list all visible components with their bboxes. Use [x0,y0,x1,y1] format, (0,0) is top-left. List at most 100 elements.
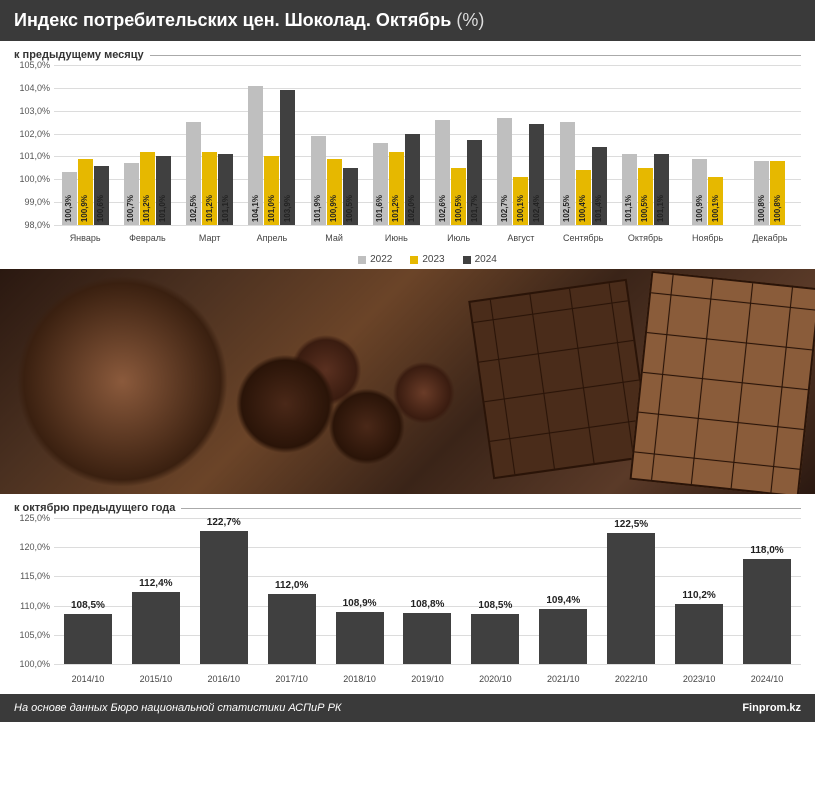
bar-value-label: 100,9% [80,195,89,222]
legend-swatch [358,256,366,264]
bar-value-label: 100,9% [695,195,704,222]
bar-value-label: 118,0% [750,545,783,556]
month-group: 100,7% 101,2%101,0% [116,65,178,225]
bar-2022: 102,6% [435,120,450,225]
bar-value-label: 100,8% [757,195,766,222]
bar-2023: 100,5% [638,168,653,225]
annual-chart: 100,0%105,0%110,0%115,0%120,0%125,0%108,… [54,518,801,690]
year-group: 109,4% [529,518,597,664]
annual-bar: 118,0% [743,559,791,664]
bar-value-label: 101,1% [221,195,230,222]
x-axis-label: Декабрь [739,233,801,243]
bar-2022: 101,1% [622,154,637,225]
bar-value-label: 101,2% [205,195,214,222]
annual-bar: 122,5% [607,533,655,664]
bar-value-label: 102,5% [562,195,571,222]
bar-value-label: 100,9% [329,195,338,222]
bar-value-label: 101,4% [594,195,603,222]
bar-2022: 100,9% [692,159,707,225]
y-axis-label: 99,0% [14,197,50,207]
x-axis-label: 2015/10 [122,674,190,684]
bar-2023: 100,1% [513,177,528,225]
grid-line [54,225,801,226]
bar-value-label: 103,9% [283,195,292,222]
x-axis-label: Январь [54,233,116,243]
month-group: 102,5%100,4%101,4% [552,65,614,225]
bar-2023: 100,1% [708,177,723,225]
month-group: 101,9% 100,9% 100,5% [303,65,365,225]
bar-2022: 100,7% [124,163,139,225]
x-axis-label: Июль [428,233,490,243]
x-axis-label: Июнь [365,233,427,243]
annual-bar: 109,4% [539,609,587,664]
monthly-chart: 98,0%99,0%100,0%101,0%102,0%103,0%104,0%… [54,65,801,265]
bar-2024: 101,1% [218,154,233,225]
bar-2024: 100,6% [94,166,109,225]
bar-2023: 101,2% [140,152,155,225]
bar-value-label: 108,8% [411,599,445,610]
divider [181,508,801,509]
bar-value-label: 108,5% [478,600,512,611]
month-group: 101,6%101,2%102,0% [365,65,427,225]
legend-swatch [410,256,418,264]
bar-2023: 100,8% [770,161,785,225]
bar-2024: 101,4% [592,147,607,225]
bar-value-label: 102,7% [500,195,509,222]
legend-label: 2022 [370,254,392,265]
month-group: 104,1%101,0%103,9% [241,65,303,225]
legend-label: 2023 [422,254,444,265]
year-group: 110,2% [665,518,733,664]
y-axis-label: 104,0% [14,83,50,93]
bar-value-label: 112,4% [139,578,172,589]
month-group: 100,9% 100,1% [677,65,739,225]
bar-value-label: 122,7% [207,517,241,528]
month-group: 101,1% 100,5% 101,1% [614,65,676,225]
bar-2024: 101,0% [156,156,171,225]
year-group: 108,5% [54,518,122,664]
bar-value-label: 101,1% [624,195,633,222]
bar-value-label: 108,5% [71,600,105,611]
y-axis-label: 110,0% [14,601,50,611]
bar-value-label: 109,4% [546,595,580,606]
bar-value-label: 100,5% [454,195,463,222]
bar-2022: 104,1% [248,86,263,225]
grid-line [54,664,801,665]
x-axis-label: Февраль [116,233,178,243]
bar-2024: 100,5% [343,168,358,225]
bar-value-label: 101,2% [391,195,400,222]
y-axis-label: 105,0% [14,630,50,640]
month-group: 100,8% 100,8% [739,65,801,225]
month-group: 102,5%101,2%101,1% [179,65,241,225]
legend-label: 2024 [475,254,497,265]
annual-bar: 112,4% [132,592,180,664]
year-group: 108,9% [326,518,394,664]
year-group: 112,0% [258,518,326,664]
divider [150,55,801,56]
page-footer: На основе данных Бюро национальной стати… [0,694,815,722]
bar-2023: 100,9% [78,159,93,225]
bar-value-label: 100,5% [345,195,354,222]
monthly-legend: 2022 2023 2024 [54,254,801,265]
annual-bar: 108,5% [64,614,112,664]
bar-2024: 101,1% [654,154,669,225]
x-axis-label: 2019/10 [394,674,462,684]
bar-2022: 100,8% [754,161,769,225]
x-axis-label: Май [303,233,365,243]
bar-value-label: 100,7% [126,195,135,222]
y-axis-label: 100,0% [14,174,50,184]
bar-value-label: 100,5% [640,195,649,222]
bar-value-label: 104,1% [251,195,260,222]
x-axis-label: Август [490,233,552,243]
bar-value-label: 101,9% [313,195,322,222]
month-group: 100,3%100,9%100,6% [54,65,116,225]
x-axis-label: 2018/10 [326,674,394,684]
bar-value-label: 100,1% [516,195,525,222]
x-axis-label: 2020/10 [461,674,529,684]
y-axis-label: 103,0% [14,106,50,116]
x-axis-label: 2016/10 [190,674,258,684]
annual-bar: 122,7% [200,531,248,664]
x-axis-label: 2024/10 [733,674,801,684]
bar-2023: 100,5% [451,168,466,225]
legend-item: 2023 [410,254,444,265]
annual-bar: 112,0% [268,594,316,664]
